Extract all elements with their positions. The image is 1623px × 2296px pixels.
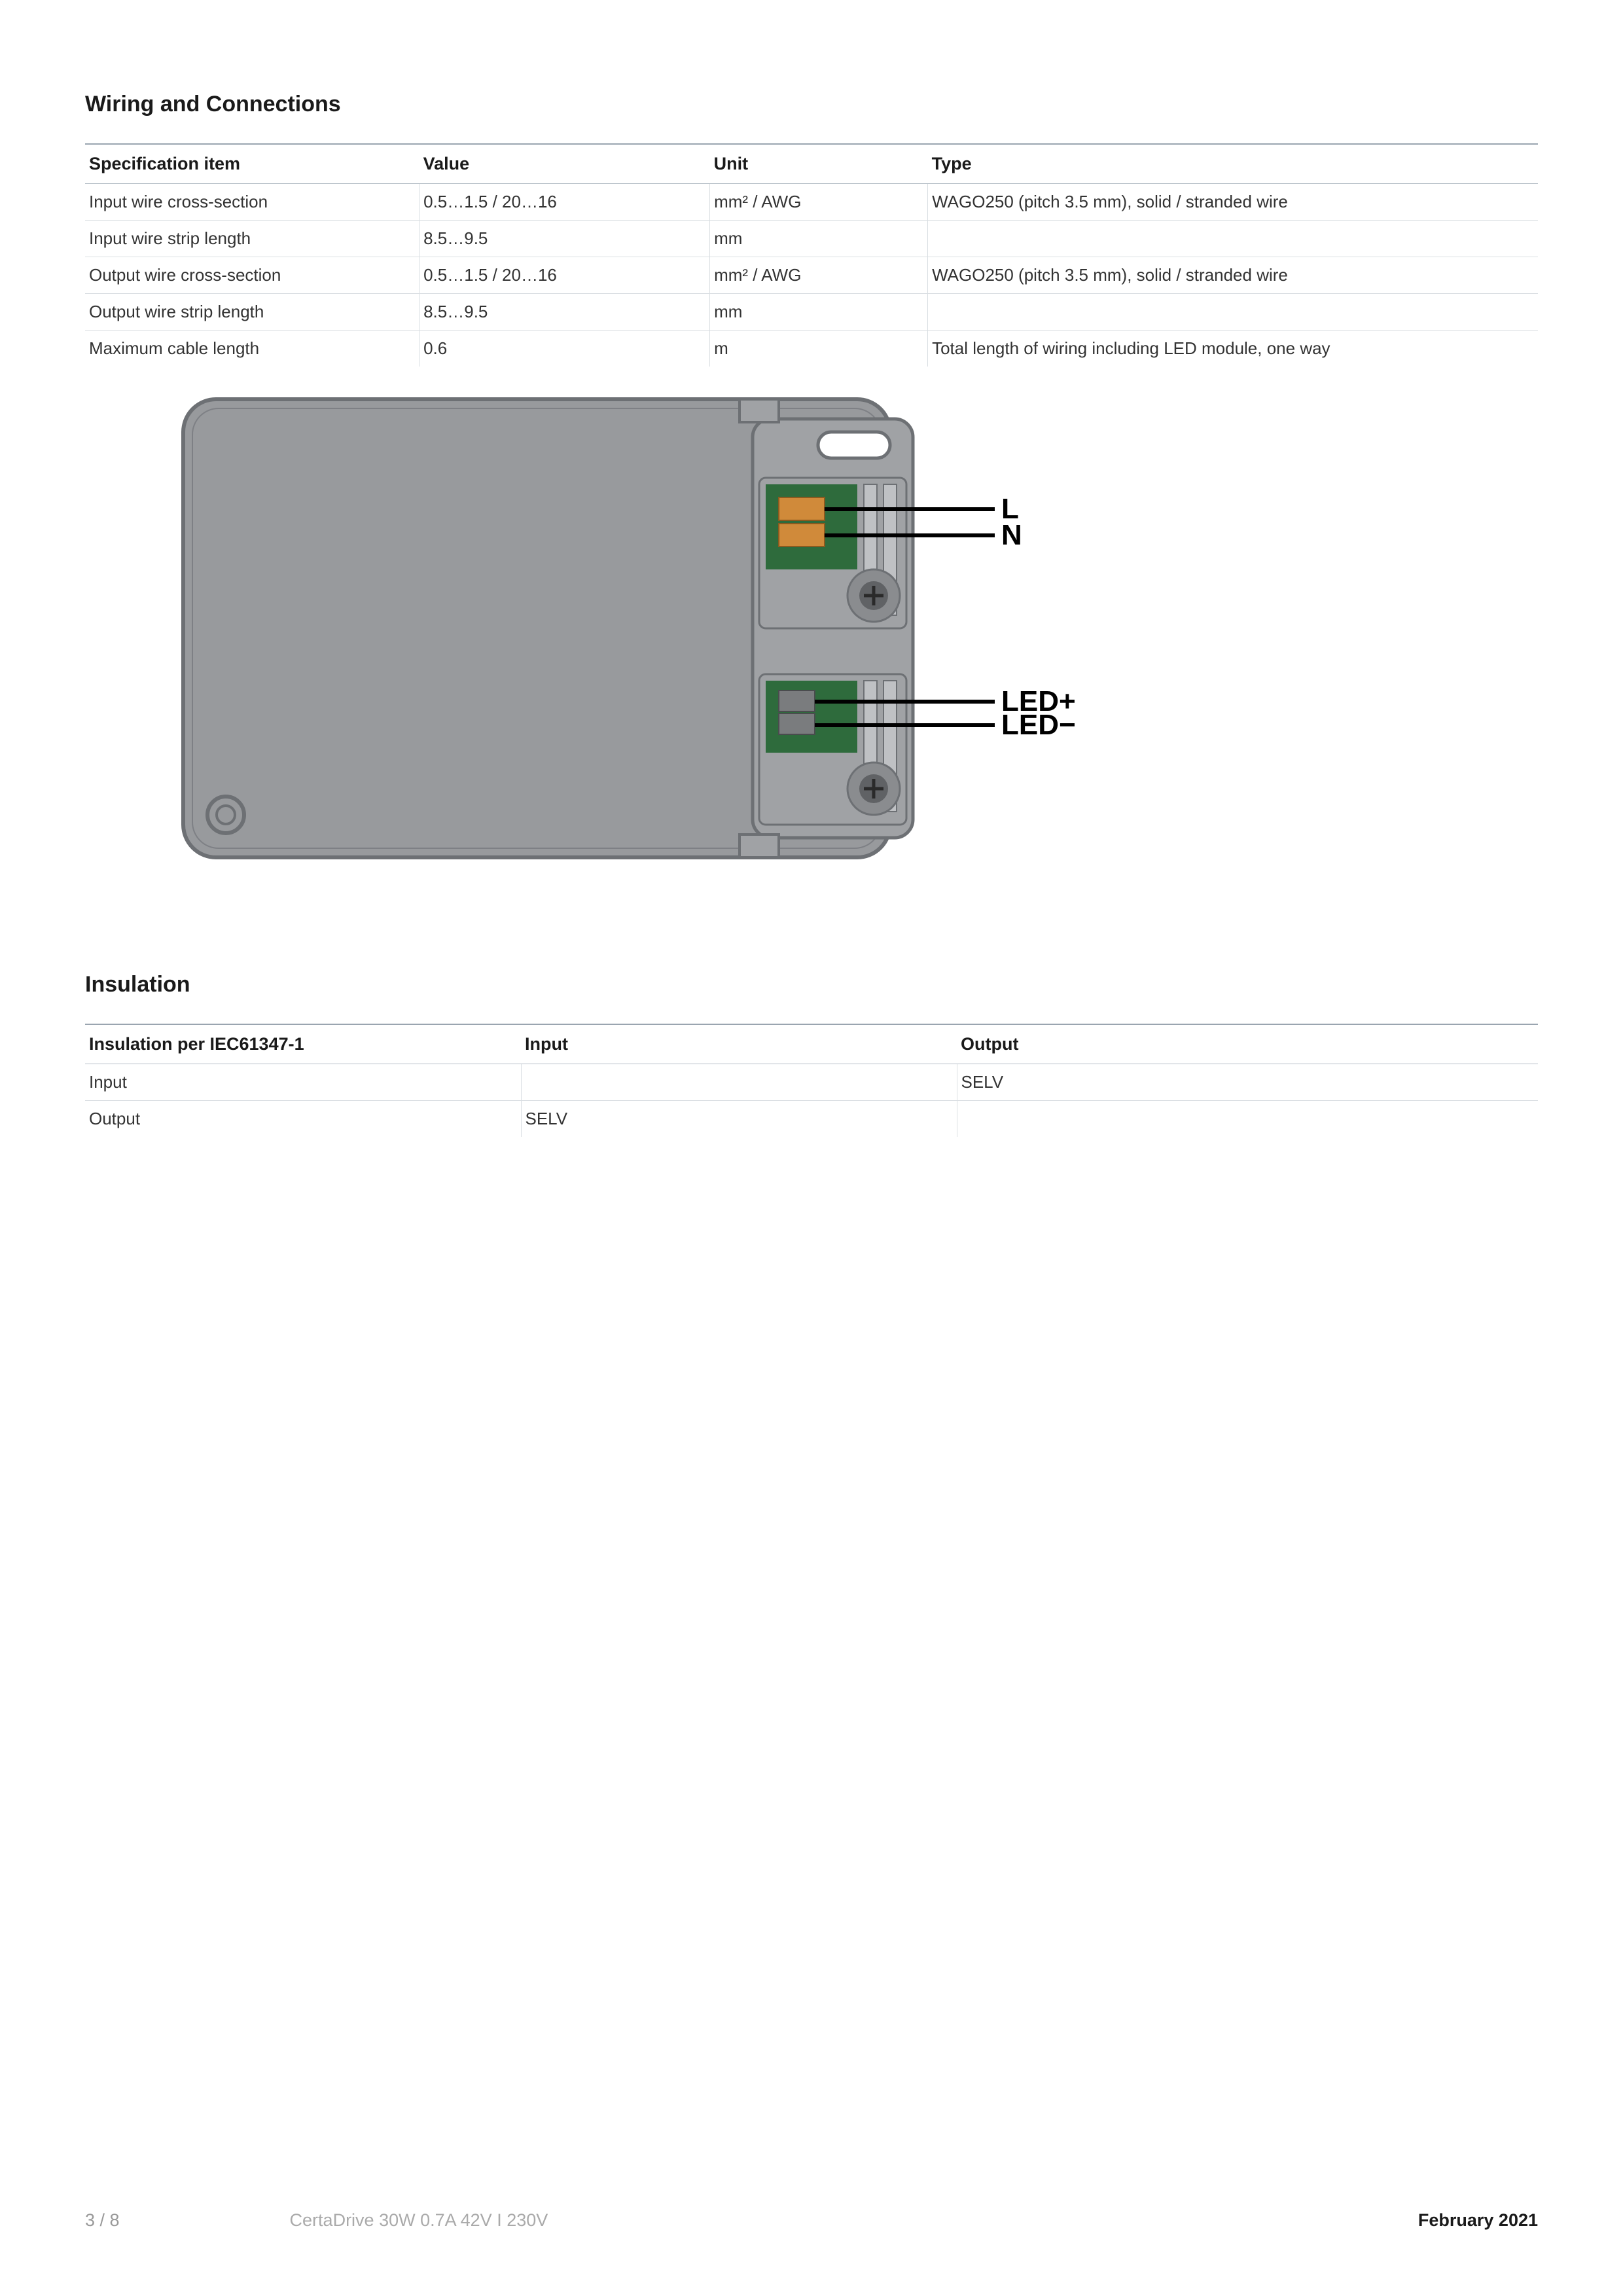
svg-text:LED−: LED− <box>1001 709 1076 741</box>
insulation-table: Insulation per IEC61347-1 Input Output I… <box>85 1025 1538 1137</box>
footer-date: February 2021 <box>1418 2210 1538 2231</box>
table-row: Input SELV <box>85 1064 1538 1101</box>
table-cell <box>521 1064 957 1101</box>
table-cell: mm <box>710 221 928 257</box>
table-cell: Input wire cross-section <box>85 184 419 221</box>
wiring-diagram: LNLED+LED− <box>170 386 1538 867</box>
wiring-title: Wiring and Connections <box>85 92 1538 117</box>
col-value: Value <box>419 145 710 184</box>
table-row: Maximum cable length0.6mTotal length of … <box>85 331 1538 367</box>
table-cell: mm <box>710 294 928 331</box>
table-row: Input wire cross-section0.5…1.5 / 20…16m… <box>85 184 1538 221</box>
table-cell: 0.6 <box>419 331 710 367</box>
table-cell <box>928 221 1538 257</box>
wiring-tbody: Input wire cross-section0.5…1.5 / 20…16m… <box>85 184 1538 367</box>
table-cell: Input <box>85 1064 521 1101</box>
table-cell: Input wire strip length <box>85 221 419 257</box>
col-ins: Insulation per IEC61347-1 <box>85 1025 521 1064</box>
wiring-table: Specification item Value Unit Type Input… <box>85 145 1538 367</box>
table-cell: WAGO250 (pitch 3.5 mm), solid / stranded… <box>928 184 1538 221</box>
col-spec: Specification item <box>85 145 419 184</box>
table-cell <box>957 1101 1538 1138</box>
col-type: Type <box>928 145 1538 184</box>
table-header-row: Specification item Value Unit Type <box>85 145 1538 184</box>
insulation-title: Insulation <box>85 972 1538 997</box>
col-input: Input <box>521 1025 957 1064</box>
page-footer: 3 / 8 CertaDrive 30W 0.7A 42V I 230V Feb… <box>85 2210 1538 2231</box>
table-cell: 8.5…9.5 <box>419 294 710 331</box>
table-cell: 8.5…9.5 <box>419 221 710 257</box>
table-cell: mm² / AWG <box>710 257 928 294</box>
table-cell: Maximum cable length <box>85 331 419 367</box>
table-cell: WAGO250 (pitch 3.5 mm), solid / stranded… <box>928 257 1538 294</box>
table-cell: Output wire strip length <box>85 294 419 331</box>
table-cell: m <box>710 331 928 367</box>
table-row: OutputSELV <box>85 1101 1538 1138</box>
table-cell: SELV <box>521 1101 957 1138</box>
page-number: 3 / 8 <box>85 2210 120 2231</box>
table-cell: 0.5…1.5 / 20…16 <box>419 257 710 294</box>
table-cell: Output wire cross-section <box>85 257 419 294</box>
table-cell: SELV <box>957 1064 1538 1101</box>
table-cell <box>928 294 1538 331</box>
table-row: Output wire cross-section0.5…1.5 / 20…16… <box>85 257 1538 294</box>
insulation-tbody: InputSELVOutputSELV <box>85 1064 1538 1138</box>
table-cell: Output <box>85 1101 521 1138</box>
table-header-row: Insulation per IEC61347-1 Input Output <box>85 1025 1538 1064</box>
col-output: Output <box>957 1025 1538 1064</box>
col-unit: Unit <box>710 145 928 184</box>
table-cell: mm² / AWG <box>710 184 928 221</box>
table-row: Input wire strip length8.5…9.5mm <box>85 221 1538 257</box>
svg-text:N: N <box>1001 519 1022 551</box>
table-row: Output wire strip length8.5…9.5mm <box>85 294 1538 331</box>
table-cell: Total length of wiring including LED mod… <box>928 331 1538 367</box>
product-name: CertaDrive 30W 0.7A 42V I 230V <box>290 2210 548 2231</box>
table-cell: 0.5…1.5 / 20…16 <box>419 184 710 221</box>
